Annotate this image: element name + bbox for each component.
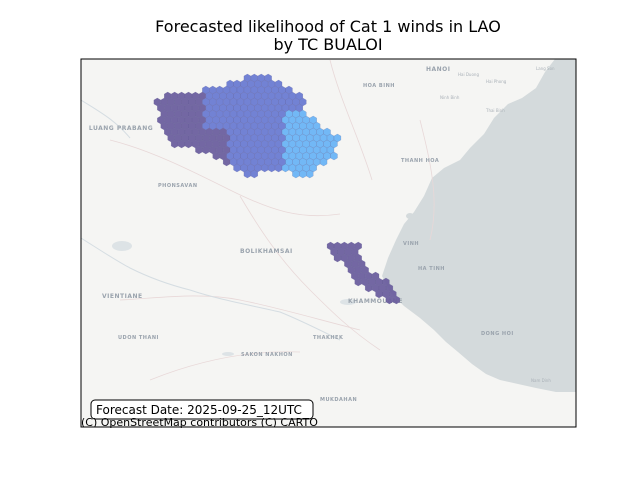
label-nam-dinh: Nam Dinh [531, 378, 551, 383]
hex-cell [267, 163, 276, 173]
hex-cell [292, 169, 300, 179]
hex-cell [333, 253, 342, 263]
label-hai-phong: Hai Phong [486, 79, 507, 84]
northern-cluster [153, 73, 342, 179]
label-luang: LUANG PRABANG [89, 125, 153, 132]
hex-cell [212, 151, 220, 161]
label-ha-tinh: HA TINH [418, 266, 445, 272]
rivers [81, 99, 341, 341]
label-mukdahan: MUKDAHAN [320, 397, 357, 403]
hex-cell [330, 151, 338, 161]
hex-cell [274, 163, 283, 173]
hex-cell [385, 295, 394, 305]
label-lang-son: Lang Son [536, 66, 555, 71]
map-frame [80, 58, 577, 428]
hex-cell [299, 169, 307, 179]
place-labels: LUANG PRABANG HANOI HOA BINH THANH HOA P… [89, 66, 555, 403]
map-attribution: (C) OpenStreetMap contributors (C) CARTO [81, 416, 318, 429]
label-vinh: VINH [403, 241, 419, 247]
hex-cell [260, 163, 269, 173]
sea-area [382, 59, 576, 392]
label-hanoi: HANOI [426, 66, 451, 73]
hex-cell [354, 277, 362, 287]
hex-cells [153, 73, 401, 305]
label-bolikhamsai: BOLIKHAMSAI [240, 248, 293, 255]
label-dong-hoi: DONG HOI [481, 331, 514, 337]
label-thanh-hoa: THANH HOA [401, 158, 439, 164]
label-thai-binh: Thai Binh [485, 108, 505, 113]
label-thakhek: THAKHEK [313, 335, 344, 341]
map-title-line-1: Forecasted likelihood of Cat 1 winds in … [155, 17, 501, 36]
label-ninh-binh: Ninh Binh [440, 95, 460, 100]
hex-cell [170, 139, 179, 149]
hex-cell [281, 163, 290, 173]
label-hai-duong: Hai Duong [458, 72, 479, 77]
forecast-date-label: Forecast Date: 2025-09-25_12UTC [96, 403, 302, 417]
hex-cell [392, 295, 401, 305]
hex-cell [306, 169, 314, 179]
hex-cell [202, 145, 210, 155]
map-title-line-2: by TC BUALOI [273, 35, 382, 54]
label-phonsavan: PHONSAVAN [158, 183, 198, 189]
hex-cell [177, 139, 186, 149]
hex-cell [195, 145, 203, 155]
label-vientiane: VIENTIANE [102, 293, 143, 300]
hex-cell [364, 283, 373, 293]
offshore-island [406, 213, 414, 219]
hex-cell [319, 157, 328, 167]
hex-cell [243, 169, 252, 179]
southern-cluster [326, 241, 401, 305]
label-udon-thani: UDON THANI [118, 335, 159, 341]
hex-cell [222, 157, 231, 167]
forecast-date-box [90, 399, 314, 420]
hex-cell [250, 169, 259, 179]
hex-cell [233, 163, 241, 173]
map-panel: LUANG PRABANG HANOI HOA BINH THANH HOA P… [81, 59, 576, 427]
hex-cell [375, 289, 383, 299]
hex-cell [184, 139, 193, 149]
label-hoa-binh: HOA BINH [363, 83, 395, 89]
label-sakon-nakhon: SAKON NAKHON [241, 352, 293, 358]
roads [109, 59, 435, 381]
lakes [112, 241, 356, 356]
label-khammouane: KHAMMOUANE [348, 298, 403, 305]
